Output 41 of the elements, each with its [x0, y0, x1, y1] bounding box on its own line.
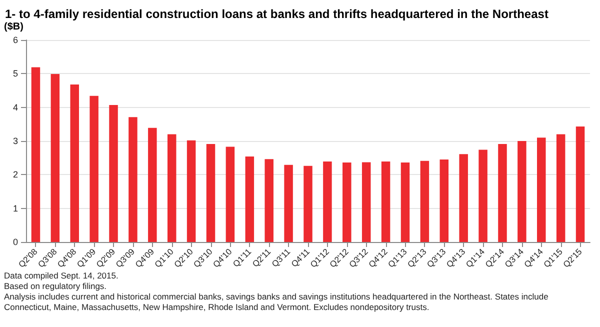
bar	[362, 162, 371, 242]
bar	[537, 138, 546, 242]
bar	[50, 74, 60, 242]
bar	[186, 140, 196, 242]
y-tick-label: 3	[12, 136, 18, 146]
y-tick-label: 0	[12, 237, 18, 247]
bar	[90, 96, 98, 242]
text: Based on regulatory filings.	[4, 280, 107, 291]
bar	[284, 164, 293, 242]
y-tick-label: 4	[12, 102, 18, 112]
chart-title: 1- to 4-family residential construction loans at banks and thrifts headquartered in the Northeast	[5, 7, 548, 21]
bar	[381, 162, 390, 242]
bar	[148, 128, 157, 242]
bar	[206, 144, 216, 242]
bar	[245, 156, 254, 242]
bar	[70, 84, 79, 242]
bar	[323, 162, 332, 242]
bar	[556, 134, 566, 242]
bar	[440, 160, 449, 242]
bar	[518, 141, 526, 242]
y-tick-label: 1	[12, 203, 18, 214]
bar	[459, 154, 468, 242]
bar	[498, 144, 507, 242]
bar	[128, 117, 138, 242]
y-tick-label: 6	[12, 35, 18, 45]
y-tick-label: 2	[12, 170, 18, 180]
bar	[226, 146, 235, 242]
bar	[264, 159, 274, 242]
bar	[31, 67, 40, 242]
bar	[167, 134, 176, 242]
bar	[304, 166, 312, 242]
bar	[420, 160, 430, 242]
text: Analysis includes current and historical commercial banks, savings banks and savings institutions headquartered in the Northeast. States include Connecticut, Maine, Massachusetts, New Hampshire, Rhode Island and Vermont. Excludes nondepository trusts.	[4, 291, 551, 312]
y-tick-label: 5	[12, 68, 18, 79]
bar	[109, 104, 118, 242]
y-axis-title: ($B)	[4, 22, 24, 32]
text: Data compiled Sept. 14, 2015.	[4, 270, 118, 280]
bar	[478, 150, 488, 242]
bar	[342, 162, 352, 242]
bar	[576, 126, 585, 242]
bar	[400, 162, 410, 242]
